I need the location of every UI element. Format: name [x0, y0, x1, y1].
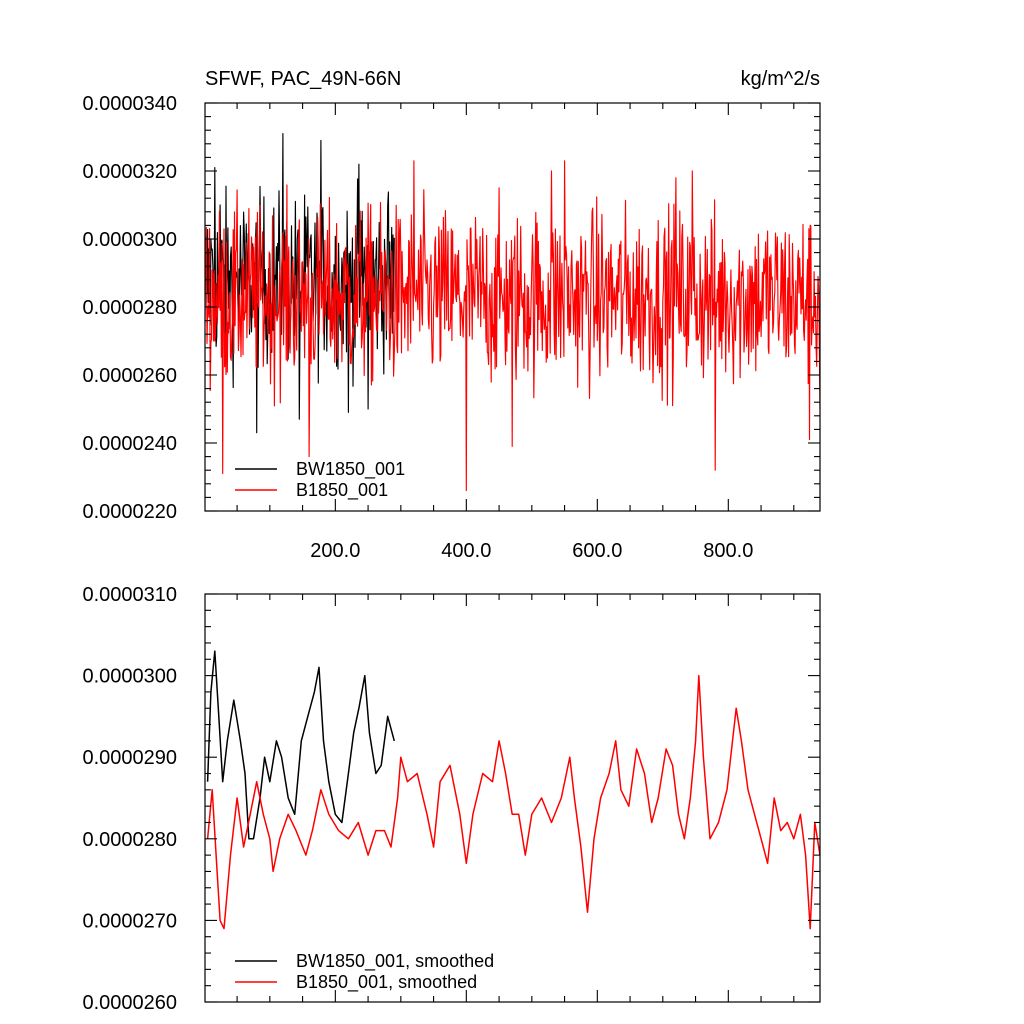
bottom-series-line-b1850: [206, 674, 821, 930]
bottom-legend-label-b: B1850_001, smoothed: [296, 972, 477, 993]
top-ytick-label: 0.0000280: [82, 297, 177, 319]
bottom-ytick-label: 0.0000300: [82, 666, 177, 688]
bottom-legend-label-bw: BW1850_001, smoothed: [296, 951, 494, 972]
bottom-ytick-label: 0.0000270: [82, 910, 177, 932]
top-legend-label-b: B1850_001: [296, 480, 388, 501]
bottom-plot-frame: [204, 593, 821, 1003]
bottom-series-layer: [206, 650, 821, 930]
top-series-line-bw1850: [204, 133, 395, 434]
bottom-ytick-label: 0.0000280: [82, 829, 177, 851]
bottom-series-line-bw1850: [206, 650, 396, 840]
top-xtick-label: 400.0: [441, 540, 491, 562]
top-legend: BW1850_001 B1850_001: [235, 459, 405, 501]
bottom-ytick-label: 0.0000260: [82, 992, 177, 1014]
top-xtick-label: 600.0: [572, 540, 622, 562]
top-plot-frame: [204, 102, 821, 512]
top-ytick-label: 0.0000240: [82, 433, 177, 455]
top-series-line-b1850: [204, 160, 821, 492]
top-ytick-label: 0.0000320: [82, 161, 177, 183]
top-ytick-label: 0.0000300: [82, 229, 177, 251]
top-chart-units: kg/m^2/s: [741, 68, 820, 90]
top-xtick-label: 800.0: [703, 540, 753, 562]
top-tick-layer: 0.0000220 0.0000240 0.0000260 0.0000280 0.00…: [82, 93, 820, 562]
top-ytick-label: 0.0000260: [82, 365, 177, 387]
bottom-tick-layer: 0.0000260 0.0000270 0.0000280 0.0000290 0.00…: [82, 584, 820, 1014]
top-xtick-label: 200.0: [310, 540, 360, 562]
top-ytick-label: 0.0000340: [82, 93, 177, 115]
top-chart-title: SFWF, PAC_49N-66N: [205, 68, 401, 90]
top-ytick-label: 0.0000220: [82, 501, 177, 523]
top-series-layer: [204, 133, 821, 492]
bottom-ytick-label: 0.0000310: [82, 584, 177, 606]
bottom-legend: BW1850_001, smoothed B1850_001, smoothed: [235, 951, 494, 993]
top-panel: SFWF, PAC_49N-66N kg/m^2/s 0.00002200.00…: [82, 68, 821, 562]
bottom-ytick-label: 0.0000290: [82, 747, 177, 769]
bottom-panel: 0.0000260 0.0000270 0.0000280 0.0000290 0.00…: [82, 584, 821, 1014]
top-legend-label-bw: BW1850_001: [296, 459, 405, 480]
